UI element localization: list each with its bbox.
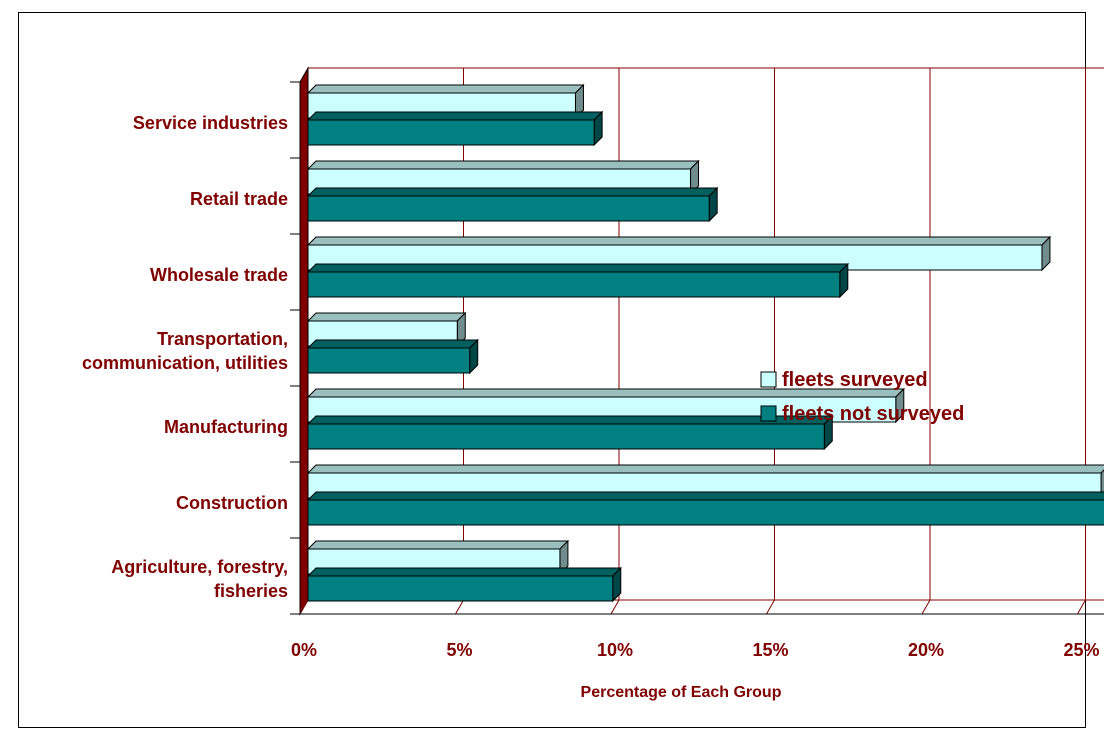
bars [306,83,1104,603]
x-tick-labels: 0%5%10%15%20%25%30%35% [291,640,1100,660]
x-tick-label: 25% [1063,640,1099,660]
x-tick-label: 20% [908,640,944,660]
floor-tick [455,599,464,615]
x-tick-label: 5% [446,640,472,660]
category-label: Transportation, communication, utilities [82,329,288,373]
category-labels: Service industries Retail trade Wholesale … [82,113,288,601]
legend-swatch [760,371,777,388]
chart-wall [299,66,309,616]
x-axis-title: Percentage of Each Group [581,684,782,701]
category-label: Construction [176,493,288,513]
bar [306,262,850,299]
category-label: Service industries [133,113,288,133]
legend-label: fleets not surveyed [782,403,964,425]
floor-tick [299,599,309,615]
floor-tick [610,599,620,615]
category-label: Retail trade [190,189,288,209]
bar [306,414,834,451]
category-label: Manufacturing [164,417,288,437]
legend: fleets surveyed fleets not surveyed [760,369,964,425]
bar [306,110,604,147]
bar [306,491,1104,526]
floor-tick [1077,599,1086,615]
legend-swatch [760,405,777,422]
category-label: Agriculture, forestry, fisheries [111,557,288,601]
bar [306,338,479,375]
x-tick-label: 15% [752,640,788,660]
category-label: Wholesale trade [150,265,288,285]
bar [306,186,719,223]
legend-label: fleets surveyed [782,369,928,391]
x-tick-label: 10% [597,640,633,660]
bar [306,566,622,603]
left-wall [299,66,309,616]
floor-tick [921,599,931,615]
floor-tick [766,599,775,615]
x-tick-label: 0% [291,640,317,660]
